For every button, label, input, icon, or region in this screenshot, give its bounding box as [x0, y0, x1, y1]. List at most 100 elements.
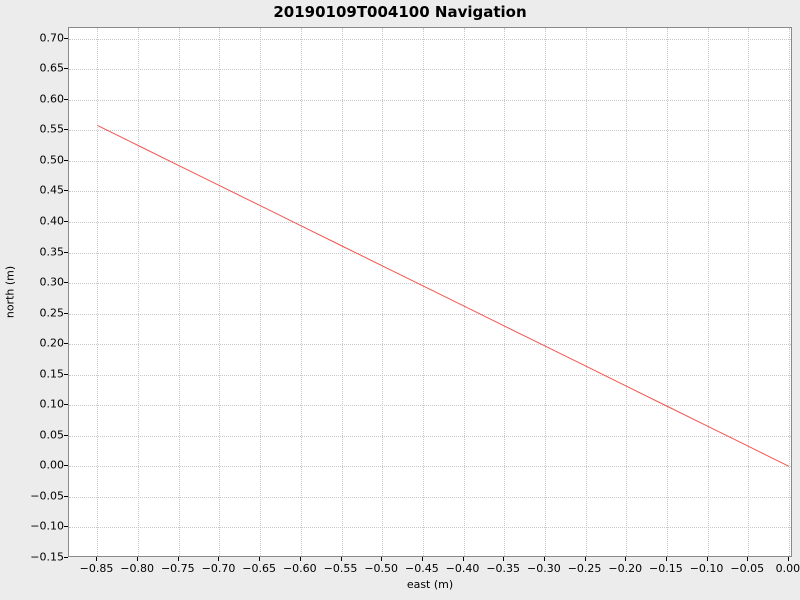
y-tick-mark — [64, 251, 68, 253]
gridline-vertical — [260, 28, 262, 556]
y-tick-mark — [64, 68, 68, 70]
x-tick-mark — [503, 557, 505, 561]
x-tick-mark — [706, 557, 708, 561]
gridline-vertical — [626, 28, 628, 556]
gridline-vertical — [463, 28, 465, 556]
x-tick-label: −0.20 — [608, 562, 643, 575]
y-tick-label: 0.20 — [39, 336, 65, 350]
gridline-vertical — [748, 28, 750, 556]
x-tick-mark — [177, 557, 179, 561]
y-tick-mark — [64, 37, 68, 39]
y-tick-label: 0.00 — [39, 458, 65, 472]
line-series — [97, 125, 790, 467]
y-tick-label: 0.40 — [39, 214, 65, 228]
x-tick-label: −0.55 — [323, 562, 358, 575]
gridline-horizontal — [69, 283, 791, 285]
x-tick-mark — [665, 557, 667, 561]
y-tick-mark — [64, 495, 68, 497]
gridline-vertical — [138, 28, 140, 556]
y-tick-label: 0.65 — [39, 61, 65, 75]
x-tick-label: −0.25 — [567, 562, 602, 575]
gridline-vertical — [585, 28, 587, 556]
y-tick-mark — [64, 557, 68, 558]
y-tick-label: 0.45 — [39, 183, 65, 197]
page-title: 20190109T004100 Navigation — [273, 3, 527, 21]
gridline-horizontal — [69, 191, 791, 193]
gridline-vertical — [97, 28, 99, 556]
gridline-vertical — [422, 28, 424, 556]
x-tick-label: 0.00 — [775, 562, 800, 575]
x-tick-label: −0.85 — [79, 562, 114, 575]
y-tick-mark — [64, 190, 68, 192]
x-tick-label: −0.65 — [242, 562, 277, 575]
y-tick-label: 0.55 — [39, 122, 65, 136]
x-tick-mark — [747, 557, 749, 561]
x-tick-mark — [137, 557, 139, 561]
y-tick-mark — [64, 312, 68, 314]
gridline-horizontal — [69, 130, 791, 132]
gridline-horizontal — [69, 466, 791, 468]
x-tick-label: −0.35 — [486, 562, 521, 575]
x-tick-mark — [625, 557, 627, 561]
x-tick-mark — [299, 557, 301, 561]
x-tick-label: −0.05 — [730, 562, 765, 575]
x-tick-mark — [543, 557, 545, 561]
gridline-horizontal — [69, 344, 791, 346]
gridline-vertical — [219, 28, 221, 556]
y-tick-label: −0.10 — [30, 519, 64, 533]
gridline-horizontal — [69, 160, 791, 162]
gridline-horizontal — [69, 221, 791, 223]
y-tick-mark — [64, 526, 68, 528]
gridline-vertical — [707, 28, 709, 556]
gridline-vertical — [300, 28, 302, 556]
y-tick-label: 0.35 — [39, 245, 65, 259]
data-layer — [69, 28, 791, 556]
gridline-vertical — [666, 28, 668, 556]
y-tick-label: 0.50 — [39, 153, 65, 167]
y-tick-mark — [64, 373, 68, 375]
gridline-horizontal — [69, 496, 791, 498]
gridline-horizontal — [69, 99, 791, 101]
gridline-horizontal — [69, 405, 791, 407]
y-tick-mark — [64, 282, 68, 284]
x-tick-mark — [787, 557, 789, 561]
gridline-vertical — [544, 28, 546, 556]
x-tick-label: −0.15 — [649, 562, 683, 575]
y-tick-mark — [64, 465, 68, 467]
y-axis-label-wrap: north (m) — [0, 27, 20, 557]
gridline-horizontal — [69, 313, 791, 315]
x-tick-label: −0.80 — [120, 562, 154, 575]
y-tick-label: 0.10 — [39, 397, 65, 411]
y-tick-label: 0.60 — [39, 92, 65, 106]
gridline-horizontal — [69, 527, 791, 529]
x-tick-label: −0.60 — [282, 562, 317, 575]
y-tick-label: 0.15 — [39, 367, 65, 381]
y-tick-label: −0.05 — [30, 489, 64, 503]
y-tick-mark — [64, 343, 68, 345]
y-tick-mark — [64, 159, 68, 161]
gridline-vertical — [178, 28, 180, 556]
gridline-vertical — [788, 28, 790, 556]
gridline-horizontal — [69, 69, 791, 71]
y-tick-label: 0.70 — [39, 31, 65, 45]
y-tick-label: 0.25 — [39, 306, 65, 320]
y-tick-mark — [64, 404, 68, 406]
x-tick-mark — [218, 557, 220, 561]
x-tick-mark — [421, 557, 423, 561]
x-tick-label: −0.45 — [405, 562, 439, 575]
y-tick-label: 0.05 — [39, 428, 65, 442]
x-tick-label: −0.30 — [527, 562, 561, 575]
gridline-horizontal — [69, 435, 791, 437]
gridline-horizontal — [69, 374, 791, 376]
x-tick-label: −0.70 — [201, 562, 236, 575]
x-tick-label: −0.75 — [160, 562, 195, 575]
x-tick-mark — [462, 557, 464, 561]
y-tick-mark — [64, 220, 68, 222]
x-tick-label: −0.40 — [445, 562, 480, 575]
x-tick-label: −0.50 — [364, 562, 399, 575]
x-tick-mark — [584, 557, 586, 561]
line-series-svg — [97, 125, 790, 467]
y-tick-label: −0.15 — [30, 550, 64, 564]
gridline-vertical — [341, 28, 343, 556]
